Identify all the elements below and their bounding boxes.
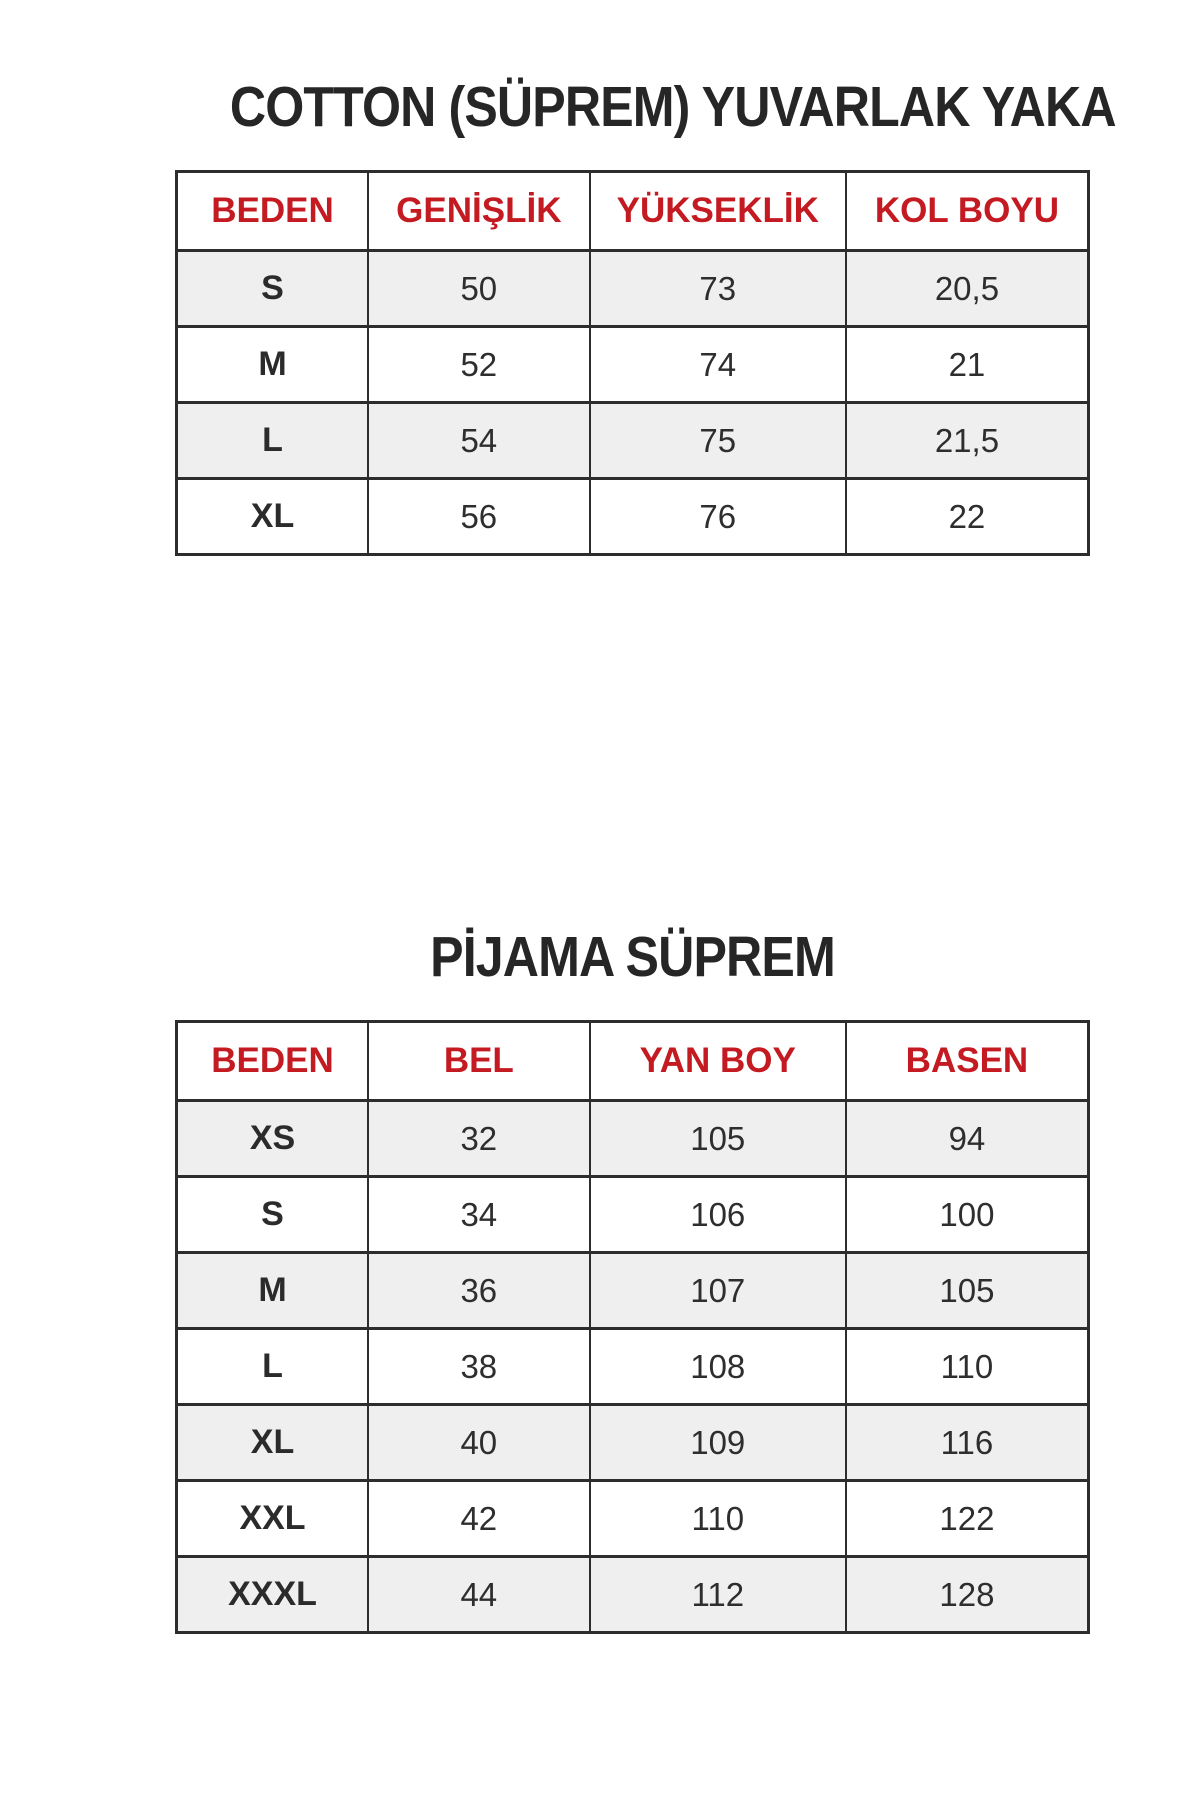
value-cell: 100 xyxy=(844,1175,1090,1254)
column-header-yukseklik: YÜKSEKLİK xyxy=(588,170,847,252)
column-header-yan-boy: YAN BOY xyxy=(588,1020,847,1102)
value-cell: 122 xyxy=(844,1479,1090,1558)
value-cell: 74 xyxy=(588,325,847,404)
table-row-l: L 54 75 21,5 xyxy=(175,401,1090,480)
value-cell: 42 xyxy=(367,1479,591,1558)
value-cell: 54 xyxy=(367,401,591,480)
value-cell: 44 xyxy=(367,1555,591,1634)
value-cell: 107 xyxy=(588,1251,847,1330)
value-cell: 108 xyxy=(588,1327,847,1406)
table-row-m: M 36 107 105 xyxy=(175,1251,1090,1330)
header-row: BEDEN GENİŞLİK YÜKSEKLİK KOL BOYU xyxy=(175,170,1090,252)
cotton-table-title: COTTON (SÜPREM) YUVARLAK YAKA xyxy=(229,75,1117,139)
pijama-table-header: BEDEN BEL YAN BOY BASEN xyxy=(175,1020,1090,1102)
value-cell: 56 xyxy=(367,477,591,556)
value-cell: 36 xyxy=(367,1251,591,1330)
table-row-l: L 38 108 110 xyxy=(175,1327,1090,1406)
column-header-kol-boyu: KOL BOYU xyxy=(844,170,1090,252)
size-cell: XL xyxy=(175,1403,370,1482)
table-row-xs: XS 32 105 94 xyxy=(175,1099,1090,1178)
value-cell: 76 xyxy=(588,477,847,556)
column-header-beden: BEDEN xyxy=(175,1020,370,1102)
table-row-s: S 34 106 100 xyxy=(175,1175,1090,1254)
value-cell: 116 xyxy=(844,1403,1090,1482)
size-cell: M xyxy=(175,325,370,404)
value-cell: 20,5 xyxy=(844,249,1090,328)
size-chart-page: COTTON (SÜPREM) YUVARLAK YAKA BEDEN GENİ… xyxy=(175,0,1117,1634)
table-row-xl: XL 40 109 116 xyxy=(175,1403,1090,1482)
pijama-size-table: BEDEN BEL YAN BOY BASEN XS 32 105 94 S 3… xyxy=(175,1020,1090,1634)
column-header-bel: BEL xyxy=(367,1020,591,1102)
value-cell: 75 xyxy=(588,401,847,480)
column-header-genislik: GENİŞLİK xyxy=(367,170,591,252)
table-row-m: M 52 74 21 xyxy=(175,325,1090,404)
value-cell: 22 xyxy=(844,477,1090,556)
table-row-xxxl: XXXL 44 112 128 xyxy=(175,1555,1090,1634)
value-cell: 112 xyxy=(588,1555,847,1634)
value-cell: 32 xyxy=(367,1099,591,1178)
value-cell: 34 xyxy=(367,1175,591,1254)
value-cell: 110 xyxy=(844,1327,1090,1406)
size-cell: M xyxy=(175,1251,370,1330)
table-row-xl: XL 56 76 22 xyxy=(175,477,1090,556)
value-cell: 73 xyxy=(588,249,847,328)
column-header-basen: BASEN xyxy=(844,1020,1090,1102)
column-header-beden: BEDEN xyxy=(175,170,370,252)
cotton-size-table: BEDEN GENİŞLİK YÜKSEKLİK KOL BOYU S 50 7… xyxy=(175,170,1090,556)
cotton-table-header: BEDEN GENİŞLİK YÜKSEKLİK KOL BOYU xyxy=(175,170,1090,252)
value-cell: 21 xyxy=(844,325,1090,404)
pijama-table-body: XS 32 105 94 S 34 106 100 M 36 107 105 L… xyxy=(175,1099,1090,1634)
value-cell: 105 xyxy=(588,1099,847,1178)
value-cell: 106 xyxy=(588,1175,847,1254)
value-cell: 50 xyxy=(367,249,591,328)
value-cell: 21,5 xyxy=(844,401,1090,480)
size-cell: XXL xyxy=(175,1479,370,1558)
pijama-table-title: PİJAMA SÜPREM xyxy=(430,925,836,989)
size-cell: L xyxy=(175,401,370,480)
value-cell: 128 xyxy=(844,1555,1090,1634)
size-cell: S xyxy=(175,249,370,328)
table-row-s: S 50 73 20,5 xyxy=(175,249,1090,328)
table-row-xxl: XXL 42 110 122 xyxy=(175,1479,1090,1558)
size-cell: L xyxy=(175,1327,370,1406)
value-cell: 40 xyxy=(367,1403,591,1482)
value-cell: 110 xyxy=(588,1479,847,1558)
cotton-table-body: S 50 73 20,5 M 52 74 21 L 54 75 21,5 XL … xyxy=(175,249,1090,556)
size-cell: S xyxy=(175,1175,370,1254)
value-cell: 105 xyxy=(844,1251,1090,1330)
value-cell: 109 xyxy=(588,1403,847,1482)
size-cell: XL xyxy=(175,477,370,556)
header-row: BEDEN BEL YAN BOY BASEN xyxy=(175,1020,1090,1102)
size-cell: XXXL xyxy=(175,1555,370,1634)
size-cell: XS xyxy=(175,1099,370,1178)
value-cell: 38 xyxy=(367,1327,591,1406)
value-cell: 94 xyxy=(844,1099,1090,1178)
value-cell: 52 xyxy=(367,325,591,404)
